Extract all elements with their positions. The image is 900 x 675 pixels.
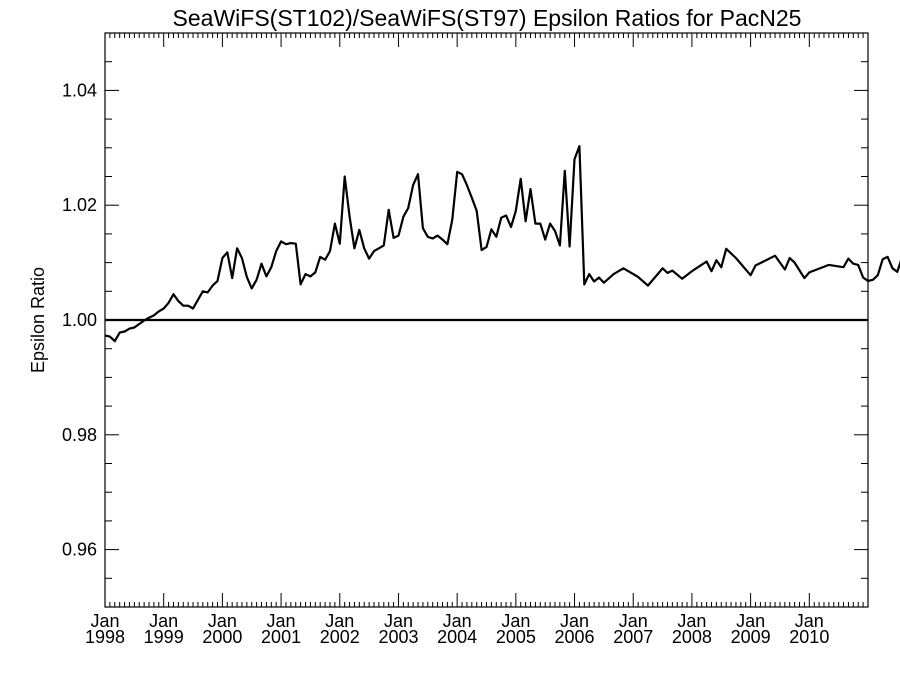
- x-tick-label-year: 2000: [202, 627, 242, 647]
- data-points: [104, 145, 900, 342]
- x-tick-label-month: Jan: [443, 611, 472, 631]
- x-tick-label-year: 2010: [789, 627, 829, 647]
- x-tick-label-year: 2004: [437, 627, 477, 647]
- tick-labels: 0.960.981.001.021.04Jan1998Jan1999Jan200…: [62, 80, 829, 647]
- y-tick-label: 1.02: [62, 195, 97, 215]
- x-tick-label-month: Jan: [208, 611, 237, 631]
- x-tick-label-year: 2009: [731, 627, 771, 647]
- x-tick-label-month: Jan: [325, 611, 354, 631]
- x-tick-label-month: Jan: [267, 611, 296, 631]
- y-tick-label: 1.00: [62, 310, 97, 330]
- x-tick-label-year: 2005: [496, 627, 536, 647]
- y-axis-label: Epsilon Ratio: [28, 267, 48, 373]
- x-tick-label-year: 2002: [320, 627, 360, 647]
- y-tick-label: 1.04: [62, 80, 97, 100]
- x-tick-label-year: 2006: [555, 627, 595, 647]
- x-tick-label-month: Jan: [90, 611, 119, 631]
- chart-title: SeaWiFS(ST102)/SeaWiFS(ST97) Epsilon Rat…: [173, 5, 802, 31]
- x-tick-label-year: 1998: [85, 627, 125, 647]
- x-tick-label-month: Jan: [736, 611, 765, 631]
- x-tick-label-month: Jan: [501, 611, 530, 631]
- epsilon-ratio-line: [104, 145, 900, 343]
- x-tick-label-month: Jan: [149, 611, 178, 631]
- x-tick-label-year: 1999: [144, 627, 184, 647]
- x-tick-label-month: Jan: [795, 611, 824, 631]
- x-tick-label-month: Jan: [560, 611, 589, 631]
- x-tick-label-year: 2003: [378, 627, 418, 647]
- y-tick-label: 0.96: [62, 540, 97, 560]
- y-tick-label: 0.98: [62, 425, 97, 445]
- x-tick-label-month: Jan: [619, 611, 648, 631]
- x-tick-label-year: 2008: [672, 627, 712, 647]
- x-tick-label-year: 2007: [613, 627, 653, 647]
- x-tick-label-year: 2001: [261, 627, 301, 647]
- x-tick-label-month: Jan: [384, 611, 413, 631]
- x-tick-label-month: Jan: [677, 611, 706, 631]
